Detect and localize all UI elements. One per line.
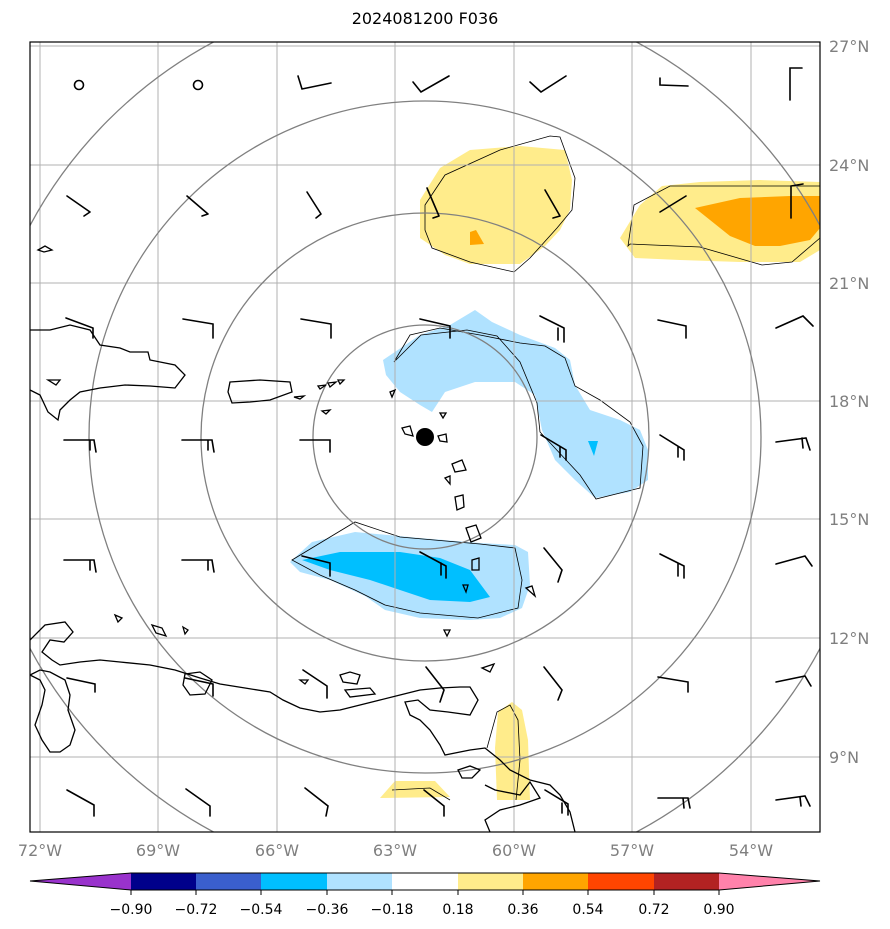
- lon-label: 54°W: [729, 841, 773, 860]
- lon-label: 69°W: [136, 841, 180, 860]
- lon-label: 66°W: [255, 841, 299, 860]
- colorbar-tick-label: −0.72: [175, 902, 218, 918]
- storm-center-marker: [416, 428, 434, 446]
- lat-label: 18°N: [829, 392, 869, 411]
- lon-label: 63°W: [373, 841, 417, 860]
- colorbar-segment: [458, 873, 523, 890]
- colorbar-segment: [654, 873, 719, 890]
- colorbar-tick-label: −0.18: [371, 902, 414, 918]
- colorbar: −0.90 −0.72 −0.54 −0.36 −0.18 0.18 0.36 …: [29, 872, 821, 918]
- lat-label: 15°N: [829, 510, 869, 529]
- map-area: [30, 42, 820, 832]
- colorbar-segment: [196, 873, 261, 890]
- colorbar-extend-low: [30, 873, 131, 890]
- lon-label: 57°W: [610, 841, 654, 860]
- colorbar-tick-label: −0.90: [110, 902, 153, 918]
- colorbar-tick-label: 0.54: [572, 902, 603, 918]
- map-frame: [29, 41, 821, 833]
- map-title: 2024081200 F036: [351, 9, 499, 28]
- longitude-labels: 72°W 69°W 66°W 63°W 60°W 57°W 54°W: [18, 841, 773, 860]
- lat-label: 12°N: [829, 629, 869, 648]
- colorbar-tick-label: −0.54: [240, 902, 283, 918]
- colorbar-extend-high: [719, 873, 820, 890]
- colorbar-segment: [131, 873, 196, 890]
- colorbar-segment: [392, 873, 458, 890]
- wind-barbs: [63, 67, 814, 817]
- colorbar-segment: [523, 873, 588, 890]
- latitude-labels: 27°N 24°N 21°N 18°N 15°N 12°N 9°N: [829, 37, 869, 767]
- lat-label: 24°N: [829, 156, 869, 175]
- range-rings: [30, 42, 820, 832]
- colorbar-tick-label: −0.36: [306, 902, 349, 918]
- colorbar-tick-label: 0.18: [442, 902, 473, 918]
- graticule: [30, 42, 820, 832]
- coastlines: [30, 245, 576, 832]
- lat-label: 9°N: [829, 748, 859, 767]
- lon-label: 60°W: [492, 841, 536, 860]
- colorbar-tick-label: 0.36: [507, 902, 538, 918]
- colorbar-segment: [588, 873, 654, 890]
- positive-anomaly-shading: [380, 146, 820, 800]
- colorbar-tick-label: 0.72: [638, 902, 669, 918]
- colorbar-segment: [261, 873, 327, 890]
- colorbar-segment: [327, 873, 392, 890]
- lat-label: 21°N: [829, 274, 869, 293]
- lat-label: 27°N: [829, 37, 869, 56]
- colorbar-tick-label: 0.90: [703, 902, 734, 918]
- lon-label: 72°W: [18, 841, 62, 860]
